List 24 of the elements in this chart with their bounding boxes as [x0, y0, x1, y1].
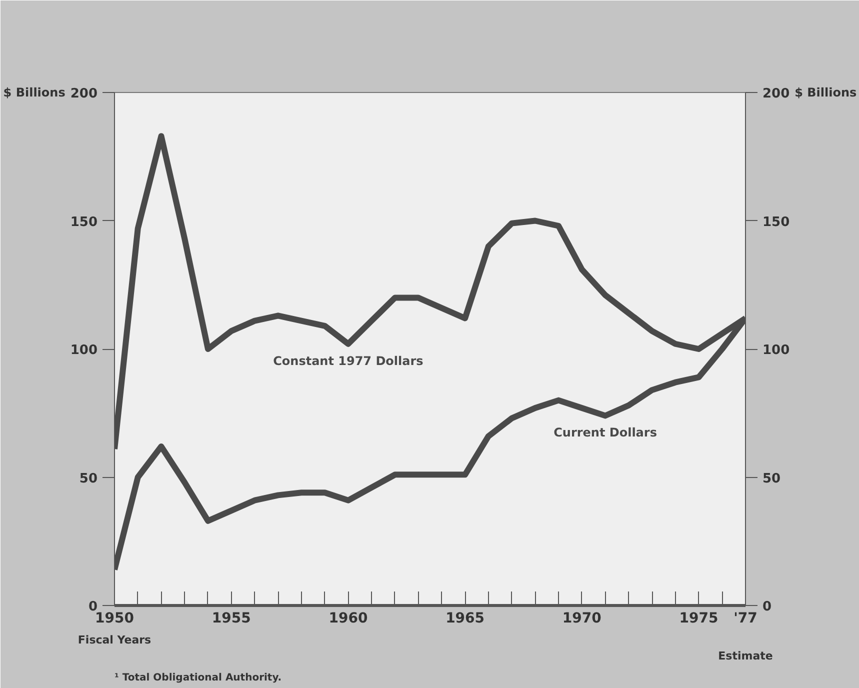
y2-tick-label: 0 [762, 600, 772, 614]
y2-tick-label: 150 [762, 214, 790, 230]
y-tick-label: 0 [88, 600, 98, 614]
y2-tick-label: 100 [762, 343, 790, 358]
x-tick-label: 1970 [562, 610, 602, 626]
series-label: Current Dollars [554, 426, 657, 440]
y-tick-label: 50 [79, 471, 98, 486]
y2-axis-title: $ Billions [794, 86, 857, 100]
x-tick-label: '77 [734, 610, 758, 626]
y2-tick-label: 200 [762, 86, 790, 102]
x-tick-label: 1965 [446, 610, 485, 626]
y-tick-label: 150 [70, 214, 98, 230]
x-tick-label: 1950 [95, 610, 134, 626]
x-tick-label: 1955 [212, 610, 251, 626]
y-tick-label: 200 [70, 86, 98, 102]
y2-tick-label: 50 [762, 471, 781, 486]
text: ¹ Total Obligational Authority. [114, 672, 282, 684]
x-tick-label: 1975 [679, 610, 718, 626]
series-label: Constant 1977 Dollars [273, 354, 424, 368]
x-tick-label: 1960 [328, 610, 368, 626]
x-axis-title: Fiscal Years [78, 634, 152, 646]
y-axis-title: $ Billions [3, 86, 66, 100]
text: Estimate [718, 650, 773, 662]
y-tick-label: 100 [70, 343, 98, 358]
